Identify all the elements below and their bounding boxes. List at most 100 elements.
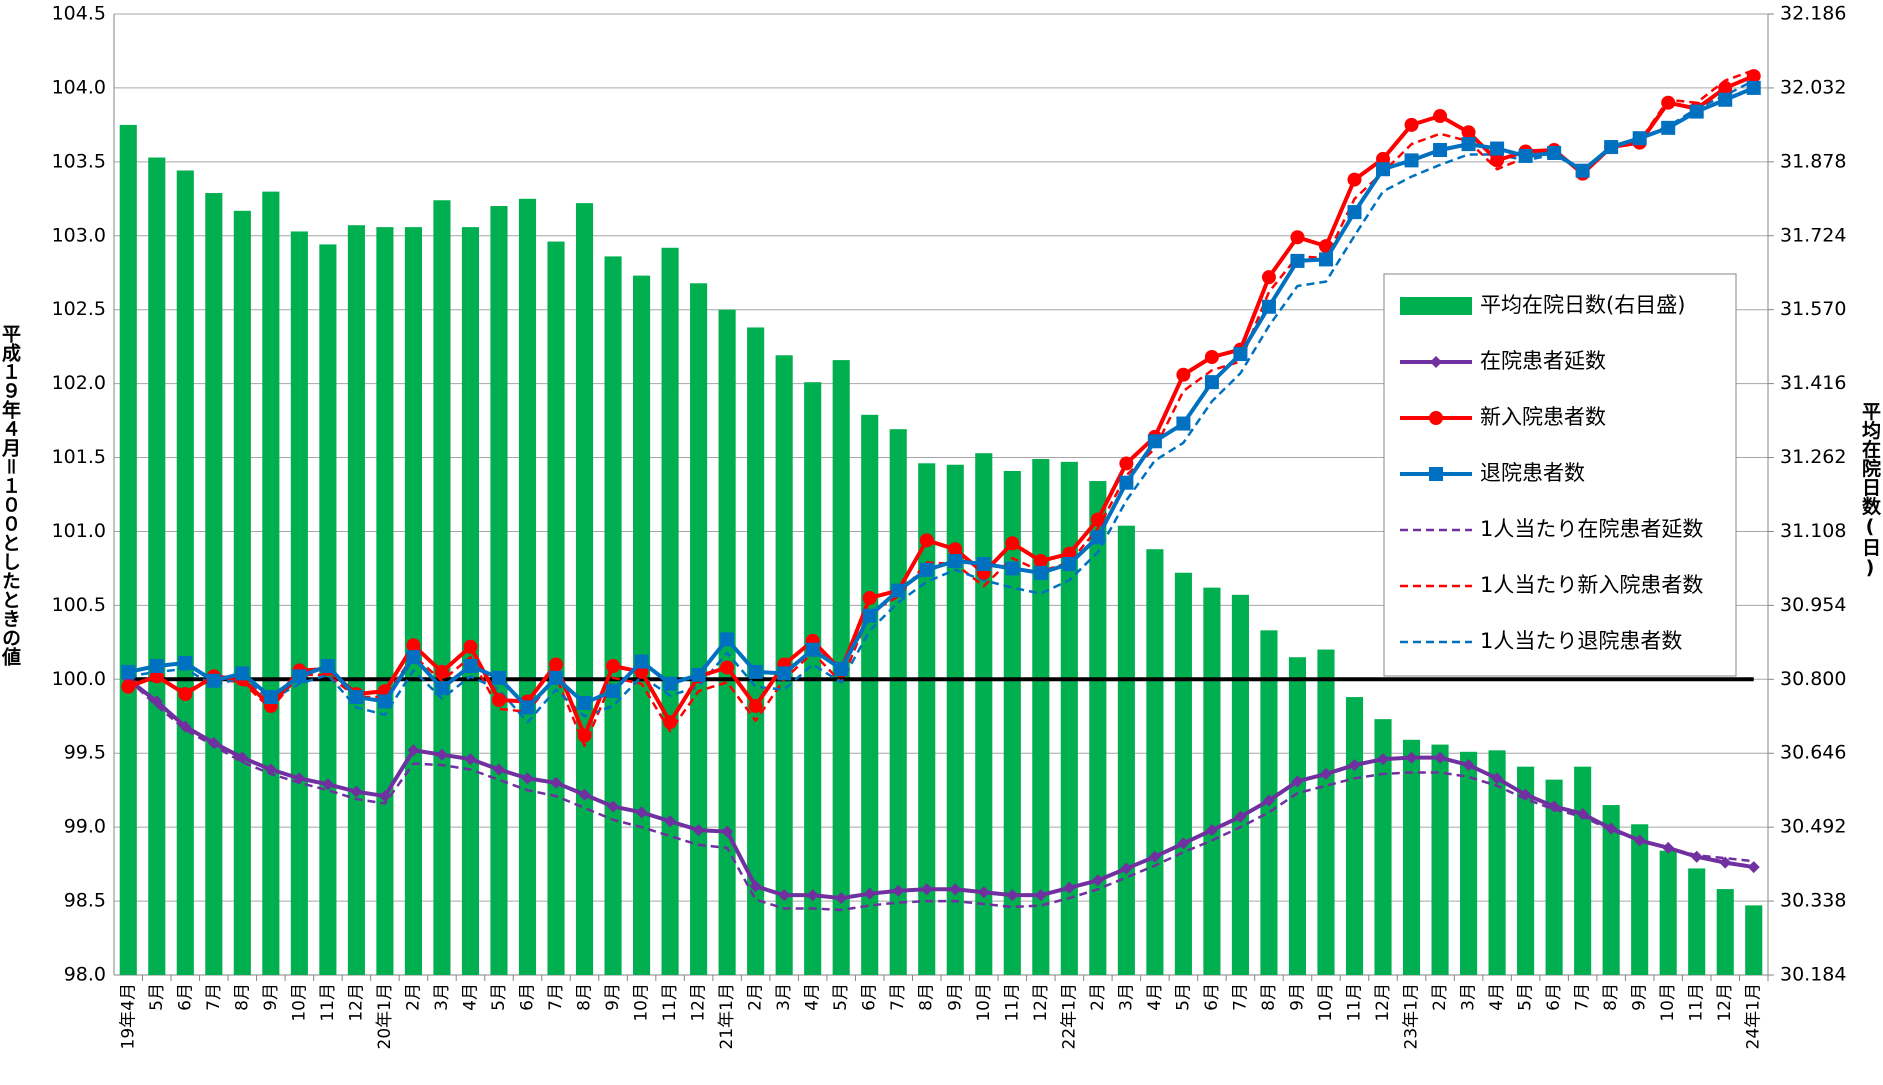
y-tick-label: 102.5 (52, 298, 106, 320)
x-tick-label: 2月 (1430, 983, 1450, 1011)
marker (1434, 751, 1447, 764)
marker (264, 763, 277, 776)
bar (1060, 461, 1078, 975)
marker (121, 679, 136, 694)
marker (378, 790, 391, 803)
marker (664, 815, 677, 828)
y2-tick-label: 30.800 (1780, 668, 1846, 690)
bar (918, 463, 936, 975)
marker (863, 887, 876, 900)
legend-label: 新入院患者数 (1480, 405, 1606, 429)
y-tick-label: 99.0 (64, 816, 106, 838)
marker (1661, 120, 1676, 135)
marker (463, 659, 478, 674)
x-tick-label: 8月 (1259, 983, 1279, 1011)
x-tick-label: 8月 (232, 983, 252, 1011)
bar (404, 227, 422, 975)
marker (1005, 536, 1020, 551)
marker (1632, 131, 1647, 146)
marker (720, 660, 735, 675)
y-tick-label: 103.0 (52, 224, 106, 246)
bar (1631, 824, 1649, 975)
y2-tick-label: 32.186 (1780, 3, 1846, 25)
x-tick-label: 12月 (689, 983, 709, 1022)
x-tick-label: 6月 (1202, 983, 1222, 1011)
bar (205, 193, 223, 975)
marker (1404, 117, 1419, 132)
marker (549, 657, 564, 672)
x-tick-label: 3月 (1116, 983, 1136, 1011)
bar (1688, 868, 1706, 975)
marker (350, 785, 363, 798)
marker (635, 806, 648, 819)
marker (321, 778, 334, 791)
x-tick-label: 4月 (1487, 983, 1507, 1011)
bar (1089, 481, 1107, 975)
marker (919, 533, 934, 548)
bar (319, 244, 337, 975)
x-tick-label: 7月 (888, 983, 908, 1011)
marker (207, 736, 220, 749)
marker (550, 776, 563, 789)
x-tick-label: 21年1月 (717, 983, 737, 1049)
marker (1347, 172, 1362, 187)
marker (236, 751, 249, 764)
marker (1090, 512, 1105, 527)
marker (549, 670, 564, 685)
marker (1548, 800, 1561, 813)
bar (1488, 750, 1506, 975)
marker (577, 695, 592, 710)
x-tick-label: 11月 (1002, 983, 1022, 1022)
bar (1032, 458, 1050, 975)
y-tick-label: 98.5 (64, 890, 106, 912)
marker (1262, 794, 1275, 807)
bar (1602, 805, 1620, 975)
y-tick-label: 104.0 (52, 76, 106, 98)
bar (690, 283, 708, 975)
bar (1203, 587, 1221, 975)
x-tick-label: 20年1月 (375, 983, 395, 1049)
marker (434, 664, 449, 679)
marker (1689, 104, 1704, 119)
marker (1090, 530, 1105, 545)
bar (233, 210, 251, 975)
y2-tick-label: 31.262 (1780, 446, 1846, 468)
y-tick-label: 101.5 (52, 446, 106, 468)
bar (889, 429, 907, 975)
marker (1062, 556, 1077, 571)
bar (747, 327, 765, 976)
marker (692, 824, 705, 837)
bar (946, 464, 964, 975)
marker (920, 883, 933, 896)
x-tick-label: 19年4月 (118, 983, 138, 1049)
x-tick-label: 9月 (945, 983, 965, 1011)
marker (862, 590, 877, 605)
marker (263, 690, 278, 705)
bar (1545, 779, 1563, 975)
y-tick-label: 99.5 (64, 742, 106, 764)
y2-tick-label: 31.878 (1780, 150, 1846, 172)
marker (406, 650, 421, 665)
legend-marker (1430, 356, 1442, 368)
marker (1204, 350, 1219, 365)
marker (1662, 841, 1675, 854)
marker (1376, 162, 1391, 177)
bar (1345, 697, 1364, 975)
bar (861, 414, 879, 976)
x-tick-label: 8月 (1601, 983, 1621, 1011)
marker (691, 667, 706, 682)
marker (1091, 874, 1104, 887)
x-tick-label: 23年1月 (1402, 983, 1422, 1049)
x-tick-label: 11月 (1345, 983, 1365, 1022)
marker (1377, 753, 1390, 766)
marker (1746, 80, 1761, 95)
y2-tick-label: 31.108 (1780, 520, 1846, 542)
marker (1719, 856, 1732, 869)
x-tick-label: 4月 (460, 983, 480, 1011)
x-tick-label: 6月 (518, 983, 538, 1011)
marker (1261, 299, 1276, 314)
marker (1176, 367, 1191, 382)
marker (492, 763, 505, 776)
bar (604, 256, 622, 975)
